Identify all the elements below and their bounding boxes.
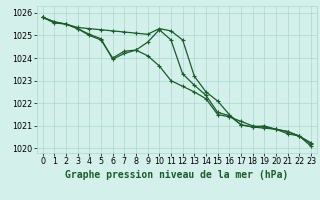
X-axis label: Graphe pression niveau de la mer (hPa): Graphe pression niveau de la mer (hPa): [65, 170, 288, 180]
